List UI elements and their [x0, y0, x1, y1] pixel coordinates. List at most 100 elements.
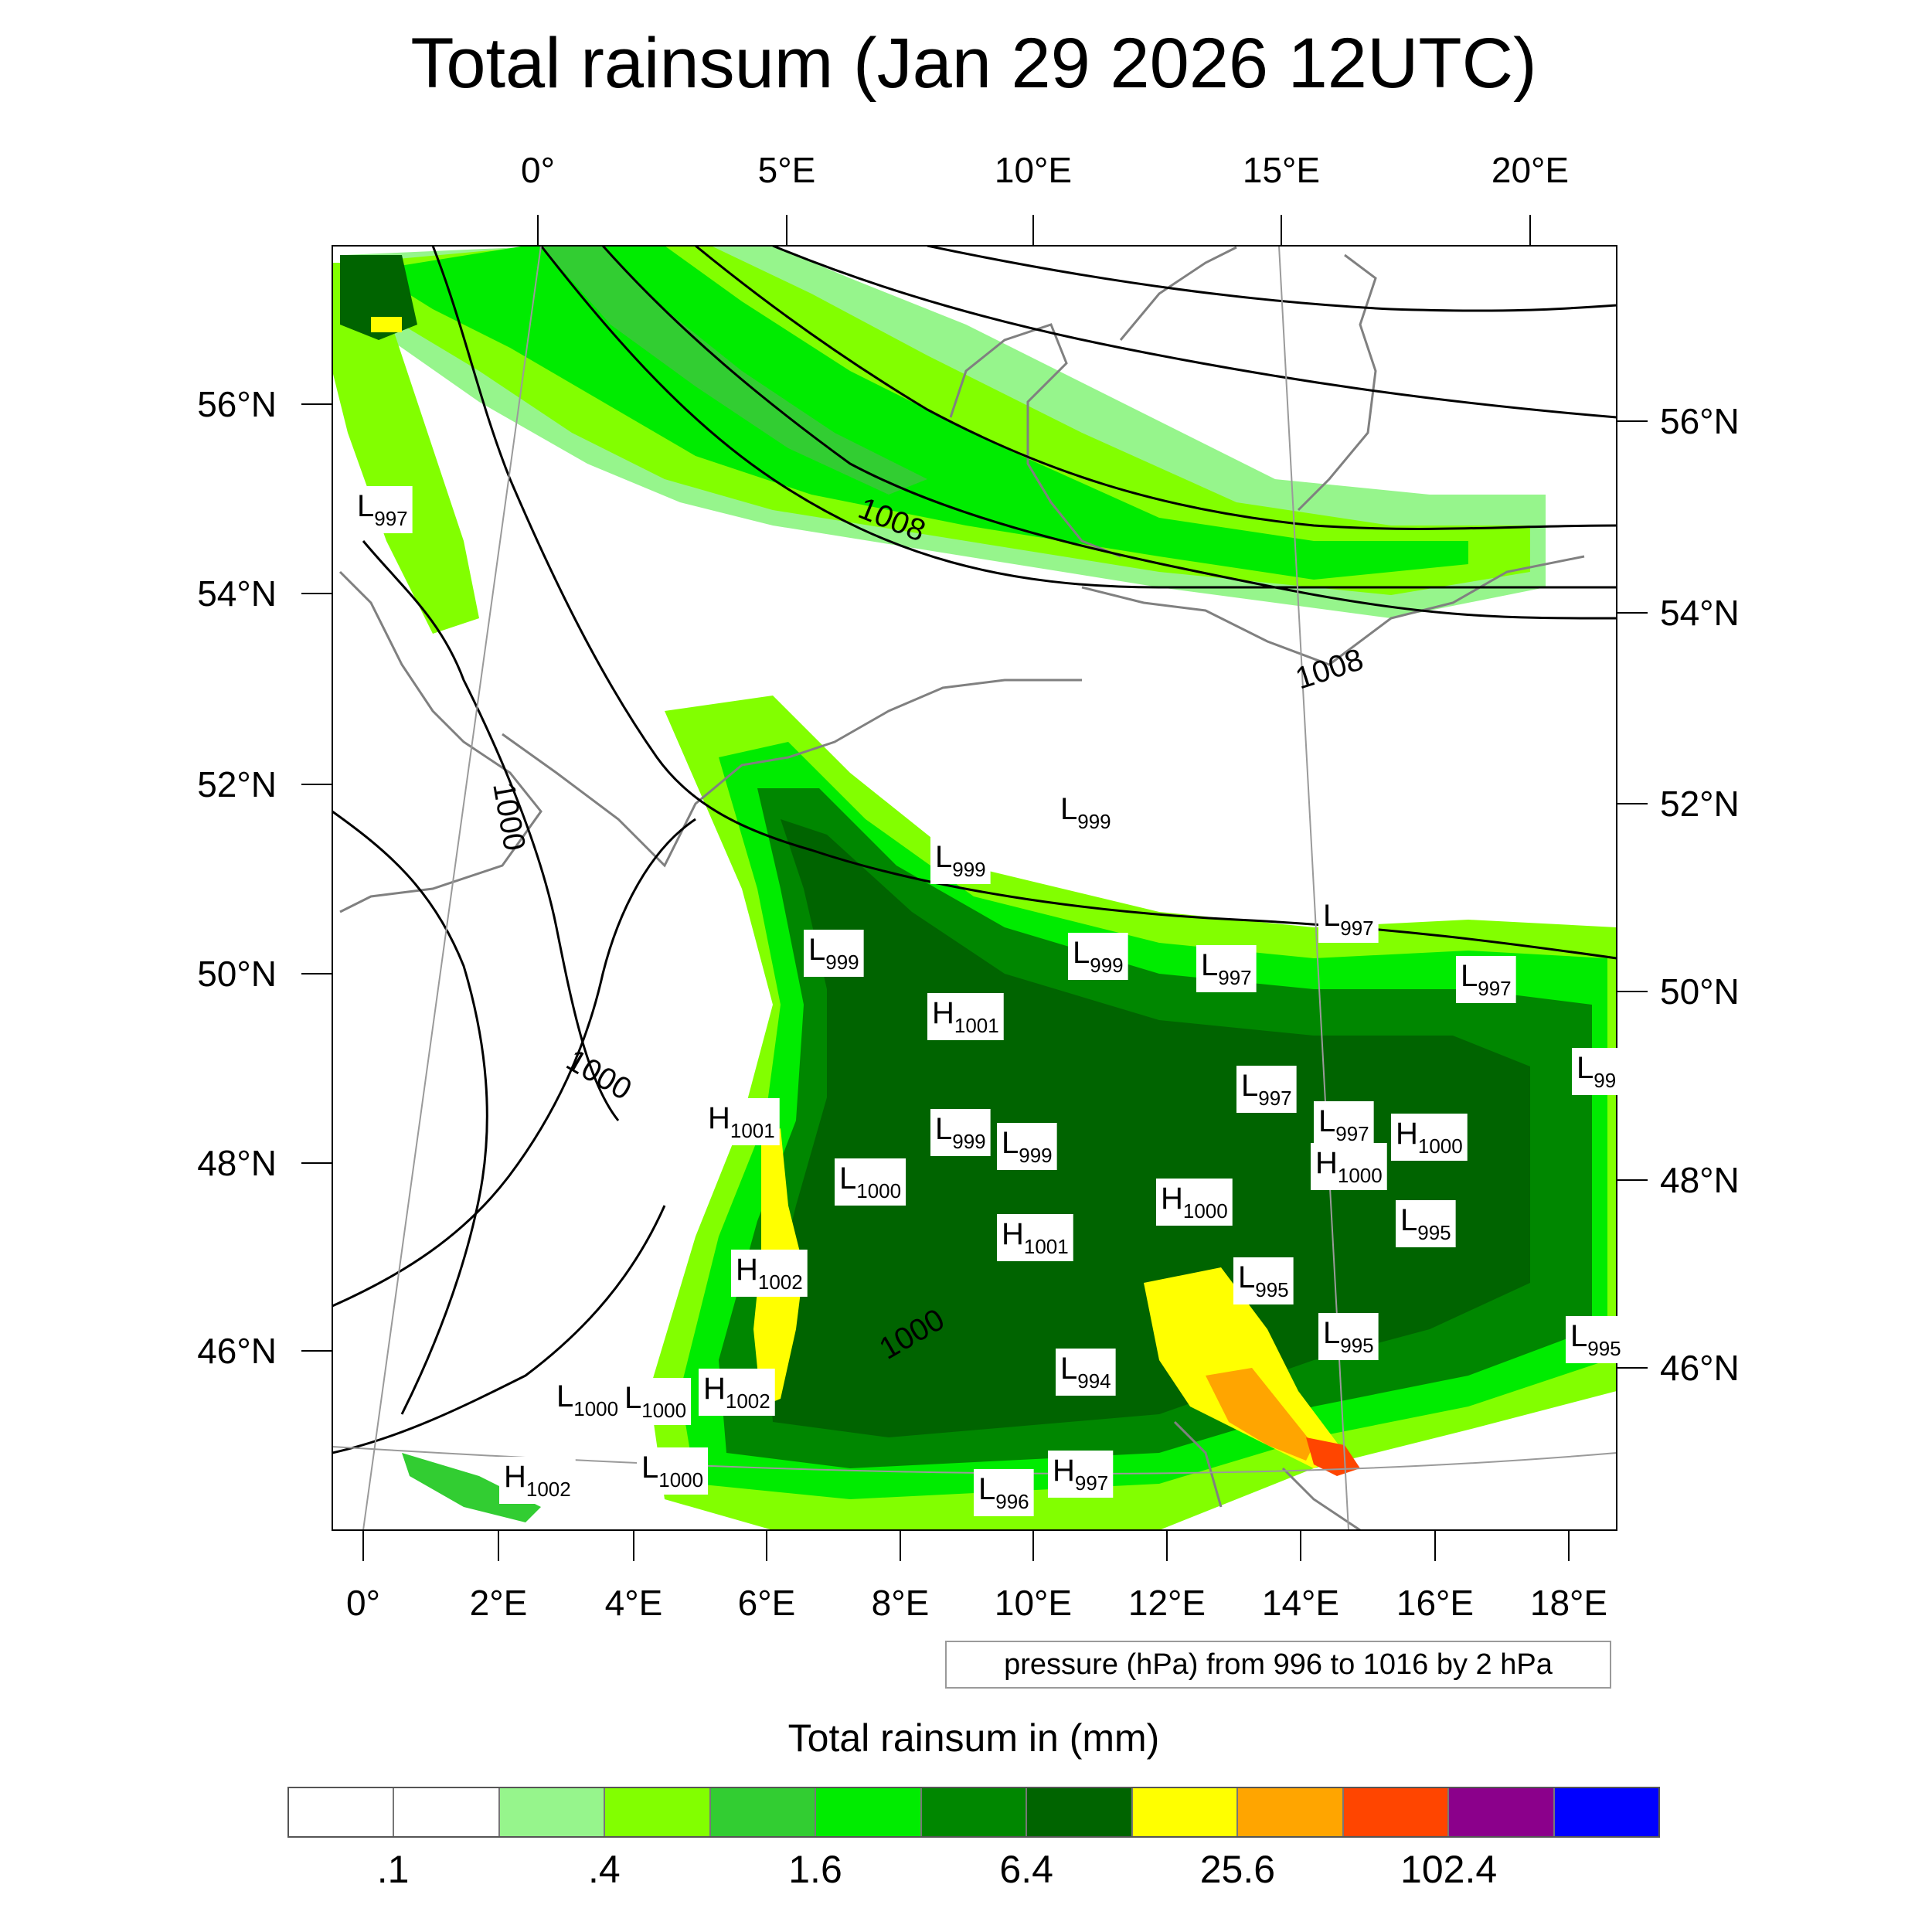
pressure-label-background [997, 1123, 1057, 1170]
low-pressure-label: L1000 [839, 1162, 901, 1202]
high-pressure-label: H1002 [736, 1253, 803, 1294]
top-lon-label: 5°E [758, 150, 816, 190]
rain-band-north-core [541, 246, 927, 495]
rain-patch-southwest [402, 1453, 541, 1522]
top-lon-label: 0° [521, 150, 555, 190]
pressure-label-background [1068, 933, 1128, 980]
pressure-system-label: H1001 [703, 1098, 780, 1145]
pressure-system-label: L1000 [552, 1376, 624, 1423]
low-pressure-label: L995 [1400, 1203, 1451, 1244]
pressure-label-background [930, 837, 991, 884]
pressure-label-background [1572, 1048, 1621, 1095]
high-pressure-label: H1000 [1161, 1182, 1228, 1223]
pressure-system-label: L995 [1566, 1316, 1626, 1363]
pressure-label-background [1318, 1313, 1379, 1360]
colorbar-swatch [921, 1788, 1028, 1836]
left-lat-labels: 56°N 54°N 52°N 50°N 48°N 46°N [197, 384, 277, 1371]
colorbar-tick-label: 1.6 [788, 1848, 842, 1891]
bottom-lon-label: 16°E [1396, 1583, 1474, 1623]
bottom-lon-label: 18°E [1530, 1583, 1607, 1623]
low-pressure-label: L996 [978, 1472, 1029, 1513]
pressure-label-background [1156, 1179, 1233, 1226]
colorbar-swatch [499, 1788, 606, 1836]
bottom-lon-label: 8°E [872, 1583, 930, 1623]
bottom-lon-label: 14°E [1262, 1583, 1339, 1623]
bottom-lon-label: 12°E [1128, 1583, 1206, 1623]
pressure-note: pressure (hPa) from 996 to 1016 by 2 hPa [945, 1641, 1611, 1689]
top-lon-label: 10°E [995, 150, 1072, 190]
rain-field-central-darkest [765, 819, 1530, 1437]
right-lat-label: 48°N [1660, 1160, 1740, 1200]
pressure-label-background [703, 1098, 780, 1145]
bottom-lon-labels: 0° 2°E 4°E 6°E 8°E 10°E 12°E 14°E 16°E 1… [346, 1583, 1607, 1623]
pressure-system-label: L997 [1318, 896, 1379, 943]
pressure-system-label: L999 [997, 1123, 1057, 1170]
colorbar-tick-label: 25.6 [1199, 1848, 1276, 1891]
low-pressure-label: L999 [1002, 1126, 1053, 1167]
pressure-system-label: L997 [1456, 956, 1516, 1003]
pressure-system-label: L999 [930, 837, 991, 884]
low-pressure-label: L997 [1323, 899, 1374, 940]
pressure-system-label: L999 [1068, 933, 1128, 980]
top-lon-labels: 0° 5°E 10°E 15°E 20°E [521, 150, 1569, 190]
pressure-system-label: L995 [1318, 1313, 1379, 1360]
colorbar-swatch [605, 1788, 711, 1836]
pressure-label-background [1456, 956, 1516, 1003]
pressure-system-label: H1002 [699, 1369, 775, 1416]
rain-very-heavy-east [1206, 1368, 1314, 1461]
high-pressure-label: H1002 [504, 1460, 571, 1501]
high-pressure-label: H997 [1053, 1454, 1108, 1495]
colorbar [287, 1787, 1660, 1838]
pressure-system-label: H1001 [997, 1214, 1073, 1261]
colorbar-swatch [1238, 1788, 1344, 1836]
rain-extreme-east [1306, 1437, 1360, 1476]
colorbar-swatch [1027, 1788, 1133, 1836]
top-lon-label: 20°E [1492, 150, 1569, 190]
rain-patch-northwest-heavy [371, 317, 402, 332]
low-pressure-label: L999 [1060, 792, 1111, 833]
low-pressure-label: L997 [1461, 959, 1512, 1000]
colorbar-swatch [816, 1788, 922, 1836]
coastline-baltic [1081, 555, 1585, 666]
pressure-system-label: H1001 [927, 993, 1004, 1040]
pressure-system-label: L997 [352, 486, 413, 533]
top-lon-label: 15°E [1243, 150, 1320, 190]
pressure-label-background [1391, 1114, 1468, 1161]
low-pressure-label: L995 [1238, 1260, 1289, 1301]
left-lat-label: 54°N [197, 573, 277, 614]
pressure-system-label: L995 [1396, 1200, 1456, 1247]
pressure-system-label: L999 [804, 930, 864, 977]
pressure-system-label: L994 [1056, 1349, 1116, 1396]
high-pressure-label: H1001 [1002, 1217, 1069, 1258]
low-pressure-label: L1000 [556, 1379, 618, 1420]
map-frame-border [332, 245, 1617, 1531]
colorbar-labels: .1 .4 1.6 6.4 25.6 102.4 [287, 1847, 1660, 1901]
pressure-system-label: L1000 [637, 1447, 709, 1495]
pressure-label-background [1233, 1257, 1294, 1304]
left-lat-label: 48°N [197, 1143, 277, 1183]
colorbar-swatch [289, 1788, 395, 1836]
pressure-system-label: L995 [1233, 1257, 1294, 1304]
pressure-label-background [699, 1369, 775, 1416]
right-lat-label: 46°N [1660, 1348, 1740, 1388]
pressure-system-label: L996 [974, 1469, 1034, 1516]
high-pressure-label: H1001 [932, 996, 999, 1037]
pressure-label-background [927, 993, 1004, 1040]
bottom-lon-label: 10°E [995, 1583, 1072, 1623]
low-pressure-label: L99 [1577, 1051, 1616, 1092]
bottom-lon-label: 0° [346, 1583, 380, 1623]
coastline-adriatic [1173, 1420, 1361, 1530]
coastline-britain [338, 570, 543, 913]
colorbar-swatch [1554, 1788, 1659, 1836]
pressure-label-background [637, 1447, 709, 1495]
bottom-lon-label: 2°E [470, 1583, 528, 1623]
pressure-label-background [930, 1109, 991, 1156]
pressure-label-background [1056, 1349, 1116, 1396]
right-lat-label: 52°N [1660, 784, 1740, 824]
right-lat-label: 54°N [1660, 593, 1740, 633]
legend-title: Total rainsum in (mm) [787, 1716, 1160, 1760]
low-pressure-label: L995 [1323, 1316, 1374, 1357]
pressure-label-background [352, 486, 413, 533]
pressure-system-label: L999 [1056, 789, 1116, 836]
